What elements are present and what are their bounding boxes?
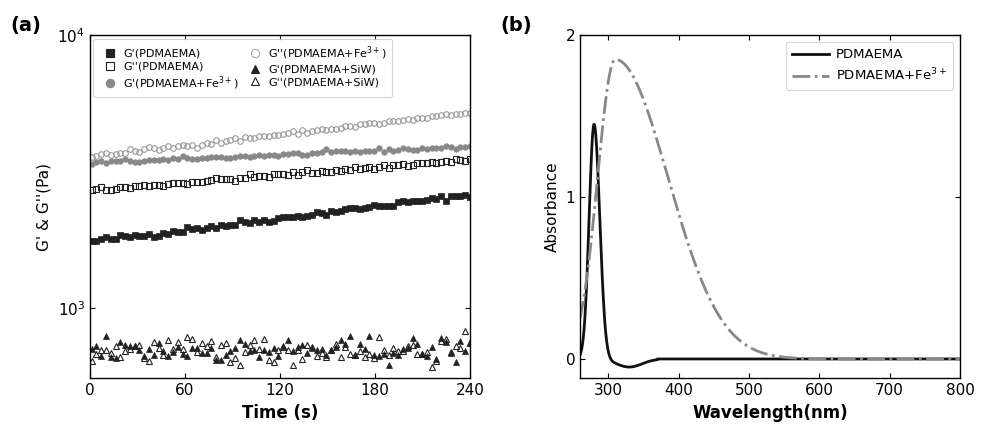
Legend: G'(PDMAEMA), G''(PDMAEMA), G'(PDMAEMA+Fe$^{3+}$), G''(PDMAEMA+Fe$^{3+}$), G'(PDM: G'(PDMAEMA), G''(PDMAEMA), G'(PDMAEMA+Fe… bbox=[93, 39, 392, 98]
PDMAEMA bbox=[954, 356, 966, 362]
PDMAEMA+Fe$^{3+}$ bbox=[873, 356, 885, 362]
PDMAEMA bbox=[759, 356, 771, 362]
PDMAEMA+Fe$^{3+}$ bbox=[759, 351, 771, 356]
PDMAEMA bbox=[594, 211, 606, 216]
Line: PDMAEMA: PDMAEMA bbox=[580, 124, 960, 367]
Y-axis label: G' & G''(Pa): G' & G''(Pa) bbox=[37, 163, 52, 251]
Line: PDMAEMA+Fe$^{3+}$: PDMAEMA+Fe$^{3+}$ bbox=[580, 59, 960, 359]
PDMAEMA bbox=[749, 356, 761, 362]
X-axis label: Time (s): Time (s) bbox=[242, 404, 318, 422]
PDMAEMA bbox=[588, 121, 600, 127]
PDMAEMA+Fe$^{3+}$ bbox=[749, 347, 761, 352]
PDMAEMA+Fe$^{3+}$ bbox=[609, 57, 621, 62]
PDMAEMA+Fe$^{3+}$ bbox=[954, 356, 966, 362]
PDMAEMA bbox=[943, 356, 955, 362]
Text: (b): (b) bbox=[500, 16, 532, 35]
Y-axis label: Absorbance: Absorbance bbox=[545, 161, 560, 252]
Legend: PDMAEMA, PDMAEMA+Fe$^{3+}$: PDMAEMA, PDMAEMA+Fe$^{3+}$ bbox=[786, 42, 953, 90]
PDMAEMA bbox=[574, 352, 586, 358]
PDMAEMA+Fe$^{3+}$ bbox=[574, 316, 586, 321]
PDMAEMA bbox=[623, 364, 635, 370]
PDMAEMA bbox=[943, 356, 955, 362]
PDMAEMA+Fe$^{3+}$ bbox=[593, 156, 605, 161]
X-axis label: Wavelength(nm): Wavelength(nm) bbox=[692, 404, 848, 422]
Text: (a): (a) bbox=[10, 16, 41, 35]
PDMAEMA+Fe$^{3+}$ bbox=[943, 356, 955, 362]
PDMAEMA bbox=[874, 356, 886, 362]
PDMAEMA+Fe$^{3+}$ bbox=[943, 356, 955, 362]
